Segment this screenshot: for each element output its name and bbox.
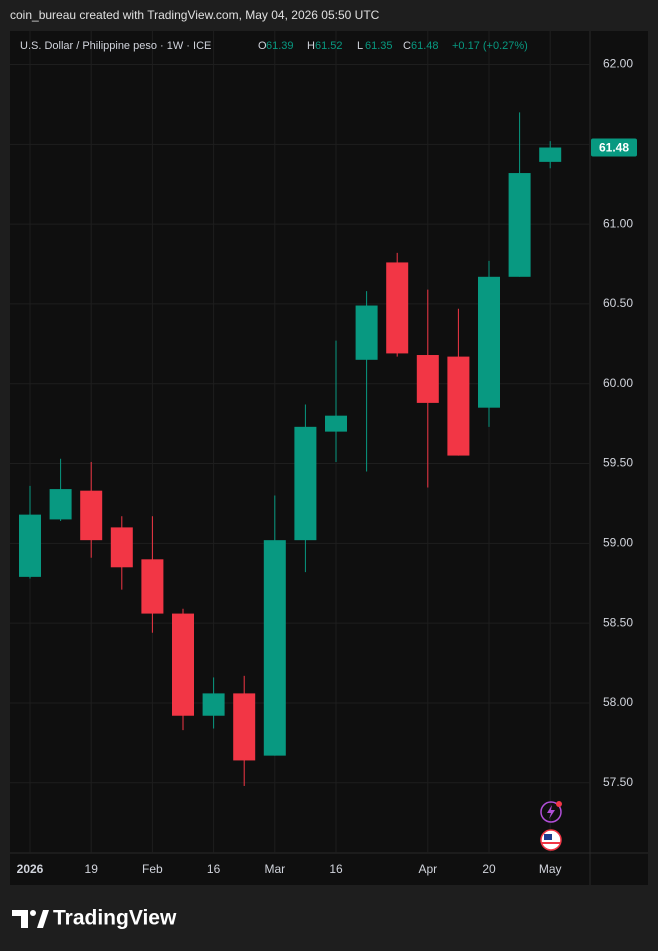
- candle-body: [19, 514, 41, 577]
- candle-body: [80, 490, 103, 541]
- alert-icon[interactable]: [540, 801, 562, 823]
- y-tick-label: 61.00: [603, 216, 633, 230]
- x-tick-label: 20: [482, 862, 496, 876]
- last-price-label: 61.48: [599, 141, 629, 155]
- brand-logo: TradingView: [12, 907, 177, 930]
- candle-body: [355, 305, 378, 360]
- x-tick-label: Feb: [142, 862, 163, 876]
- legend-change: +0.17 (+0.27%): [452, 40, 528, 52]
- symbol-title: U.S. Dollar / Philippine peso · 1W · ICE: [20, 40, 211, 52]
- y-tick-label: 60.50: [603, 296, 633, 310]
- candle-body: [172, 613, 194, 716]
- legend-value: 61.52: [315, 40, 343, 52]
- candle-body: [447, 356, 470, 456]
- icons: [540, 801, 562, 851]
- lightning: [547, 805, 555, 819]
- candle-body: [416, 355, 439, 403]
- y-tick-label: 60.00: [603, 376, 633, 390]
- y-tick-label: 62.00: [603, 57, 633, 71]
- candle-body: [110, 527, 133, 568]
- y-tick-label: 58.00: [603, 695, 633, 709]
- logo-mark: [12, 910, 28, 928]
- x-tick-label: 2026: [17, 862, 44, 876]
- logo-dot: [30, 910, 36, 916]
- candle-body: [325, 415, 347, 432]
- x-tick-label: 16: [207, 862, 221, 876]
- notification-dot: [556, 801, 562, 807]
- candle-body: [263, 540, 286, 756]
- x-tick-label: 19: [85, 862, 99, 876]
- legend-value: 61.35: [365, 40, 393, 52]
- x-tick-label: May: [539, 862, 562, 876]
- y-tick-label: 59.50: [603, 456, 633, 470]
- logo-slash: [37, 910, 49, 928]
- candle-body: [294, 426, 317, 541]
- candle-body: [202, 693, 225, 716]
- legend-label: O: [258, 40, 267, 52]
- legend-label: C: [403, 40, 411, 52]
- x-tick-label: Mar: [264, 862, 285, 876]
- candle-body: [49, 489, 72, 520]
- flag-canton: [544, 834, 552, 840]
- x-tick-label: Apr: [418, 862, 437, 876]
- candle-body: [508, 173, 531, 277]
- legend-label: H: [307, 40, 315, 52]
- last-price-box: [591, 138, 637, 157]
- brand-name: TradingView: [53, 907, 177, 930]
- x-tick-label: 16: [329, 862, 343, 876]
- candle-body: [141, 559, 164, 614]
- candle-body: [386, 262, 409, 354]
- candle-body: [539, 147, 562, 162]
- y-tick-label: 57.50: [603, 775, 633, 789]
- candle-body: [233, 693, 256, 761]
- legend-label: L: [357, 40, 363, 52]
- legend-value: 61.39: [266, 40, 294, 52]
- y-tick-label: 59.00: [603, 536, 633, 550]
- header: coin_bureau created with TradingView.com…: [10, 8, 380, 22]
- candle-body: [478, 276, 500, 408]
- y-tick-label: 58.50: [603, 615, 633, 629]
- legend-value: 61.48: [411, 40, 439, 52]
- chart-frame: [10, 31, 648, 885]
